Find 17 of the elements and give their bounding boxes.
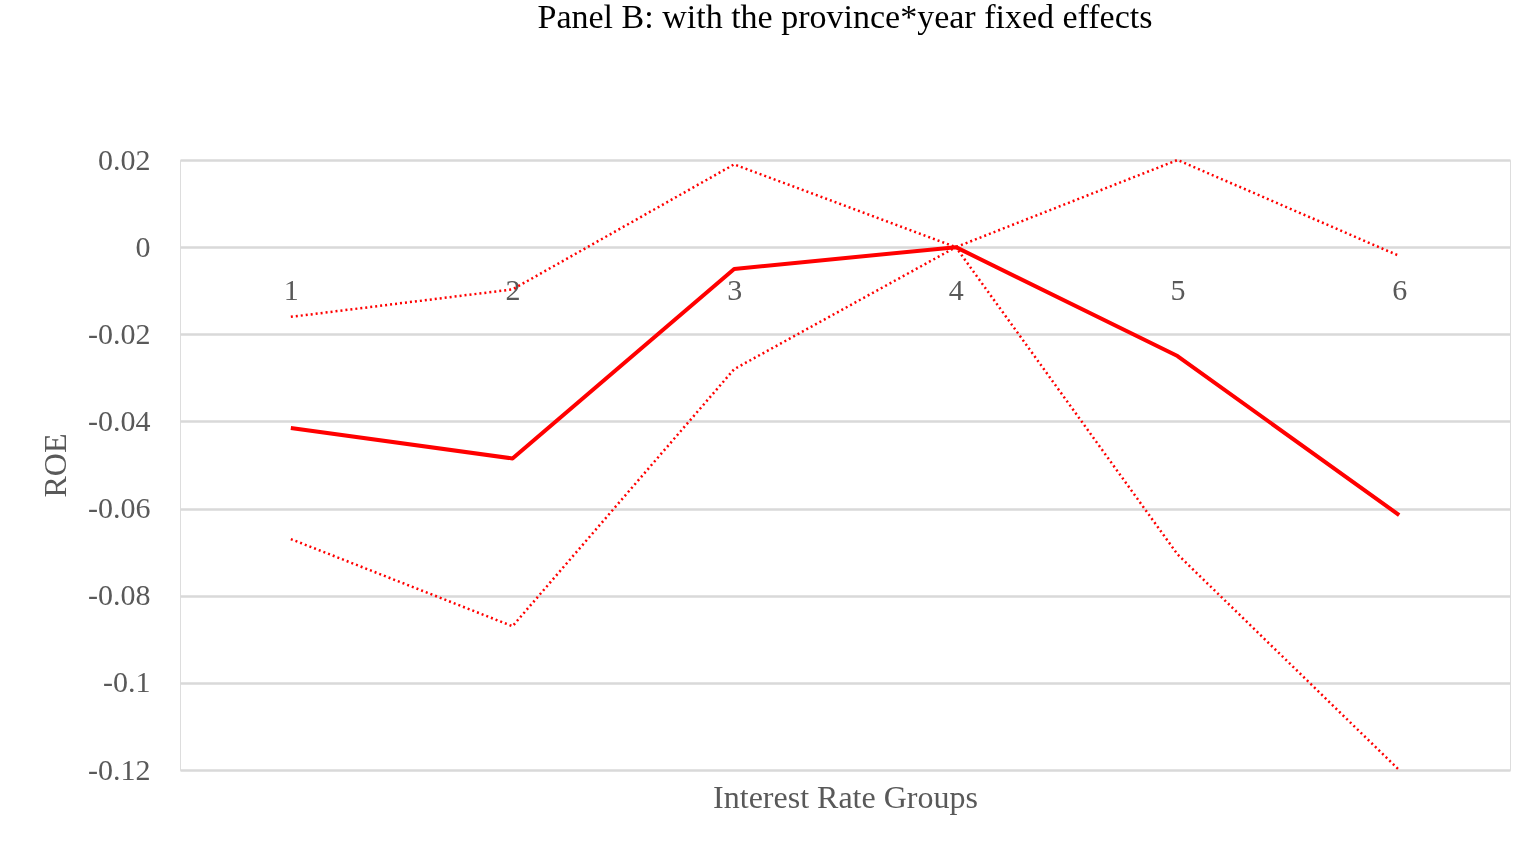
y-tick-label: -0.1: [103, 665, 151, 699]
x-axis-title: Interest Rate Groups: [713, 778, 978, 815]
x-tick-label: 4: [948, 272, 964, 306]
x-tick-label: 6: [1392, 272, 1408, 306]
x-tick-label: 2: [505, 272, 521, 306]
y-tick-label: 0: [135, 229, 151, 263]
y-tick-label: -0.04: [88, 403, 151, 437]
y-tick-label: -0.12: [88, 752, 151, 786]
y-tick-label: -0.06: [88, 491, 151, 525]
chart-title: Panel B: with the province*year fixed effects: [537, 0, 1153, 35]
x-tick-label: 3: [727, 272, 743, 306]
y-tick-label: -0.02: [88, 316, 151, 350]
x-tick-label: 1: [283, 272, 299, 306]
y-axis-title: ROE: [37, 433, 74, 498]
x-tick-label: 5: [1170, 272, 1186, 306]
y-tick-label: 0.02: [98, 142, 151, 176]
y-tick-label: -0.08: [88, 578, 151, 612]
